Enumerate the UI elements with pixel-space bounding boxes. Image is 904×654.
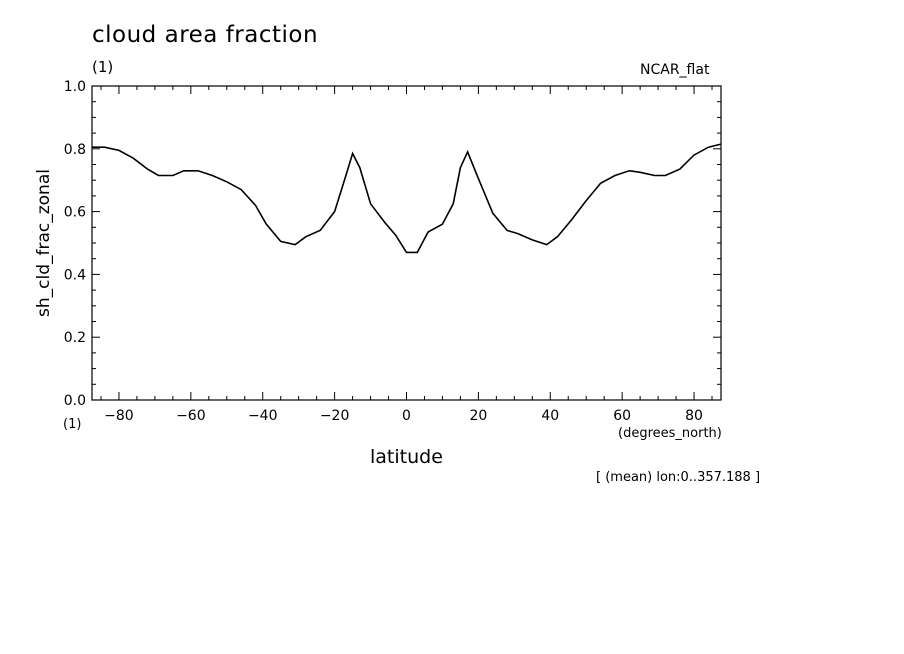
- title-units: (1): [92, 58, 114, 76]
- x-tick-label: 40: [541, 408, 559, 424]
- y-tick-label: 0.0: [64, 393, 86, 409]
- mean-note: [ (mean) lon:0..357.188 ]: [596, 470, 761, 485]
- x-tick-label: 80: [685, 408, 703, 424]
- style-label: NCAR_flat: [640, 62, 710, 78]
- x-tick-label: −20: [320, 408, 350, 424]
- series-line: [92, 143, 722, 254]
- tick-marks: [92, 85, 721, 401]
- y-tick-label: 0.6: [64, 205, 86, 221]
- y-axis-units: (1): [63, 417, 82, 432]
- x-tick-label: 60: [613, 408, 631, 424]
- y-tick-label: 0.4: [64, 267, 86, 283]
- tick-labels: −80 −60 −40 −20 0 20 40 60 80 0.0 0.2 0.4 0.6 0.8 1.0: [64, 79, 703, 424]
- x-tick-label: 20: [469, 408, 487, 424]
- chart-title: cloud area fraction: [92, 22, 319, 48]
- x-tick-label: −80: [104, 408, 134, 424]
- x-tick-label: −60: [176, 408, 206, 424]
- x-tick-label: −40: [248, 408, 278, 424]
- y-tick-label: 0.2: [64, 330, 86, 346]
- x-tick-label: 0: [402, 408, 411, 424]
- plot-frame: [91, 85, 722, 401]
- y-tick-label: 1.0: [64, 79, 86, 95]
- x-axis-units: (degrees_north): [618, 426, 722, 441]
- x-axis-label: latitude: [370, 446, 443, 468]
- y-tick-label: 0.8: [64, 142, 86, 158]
